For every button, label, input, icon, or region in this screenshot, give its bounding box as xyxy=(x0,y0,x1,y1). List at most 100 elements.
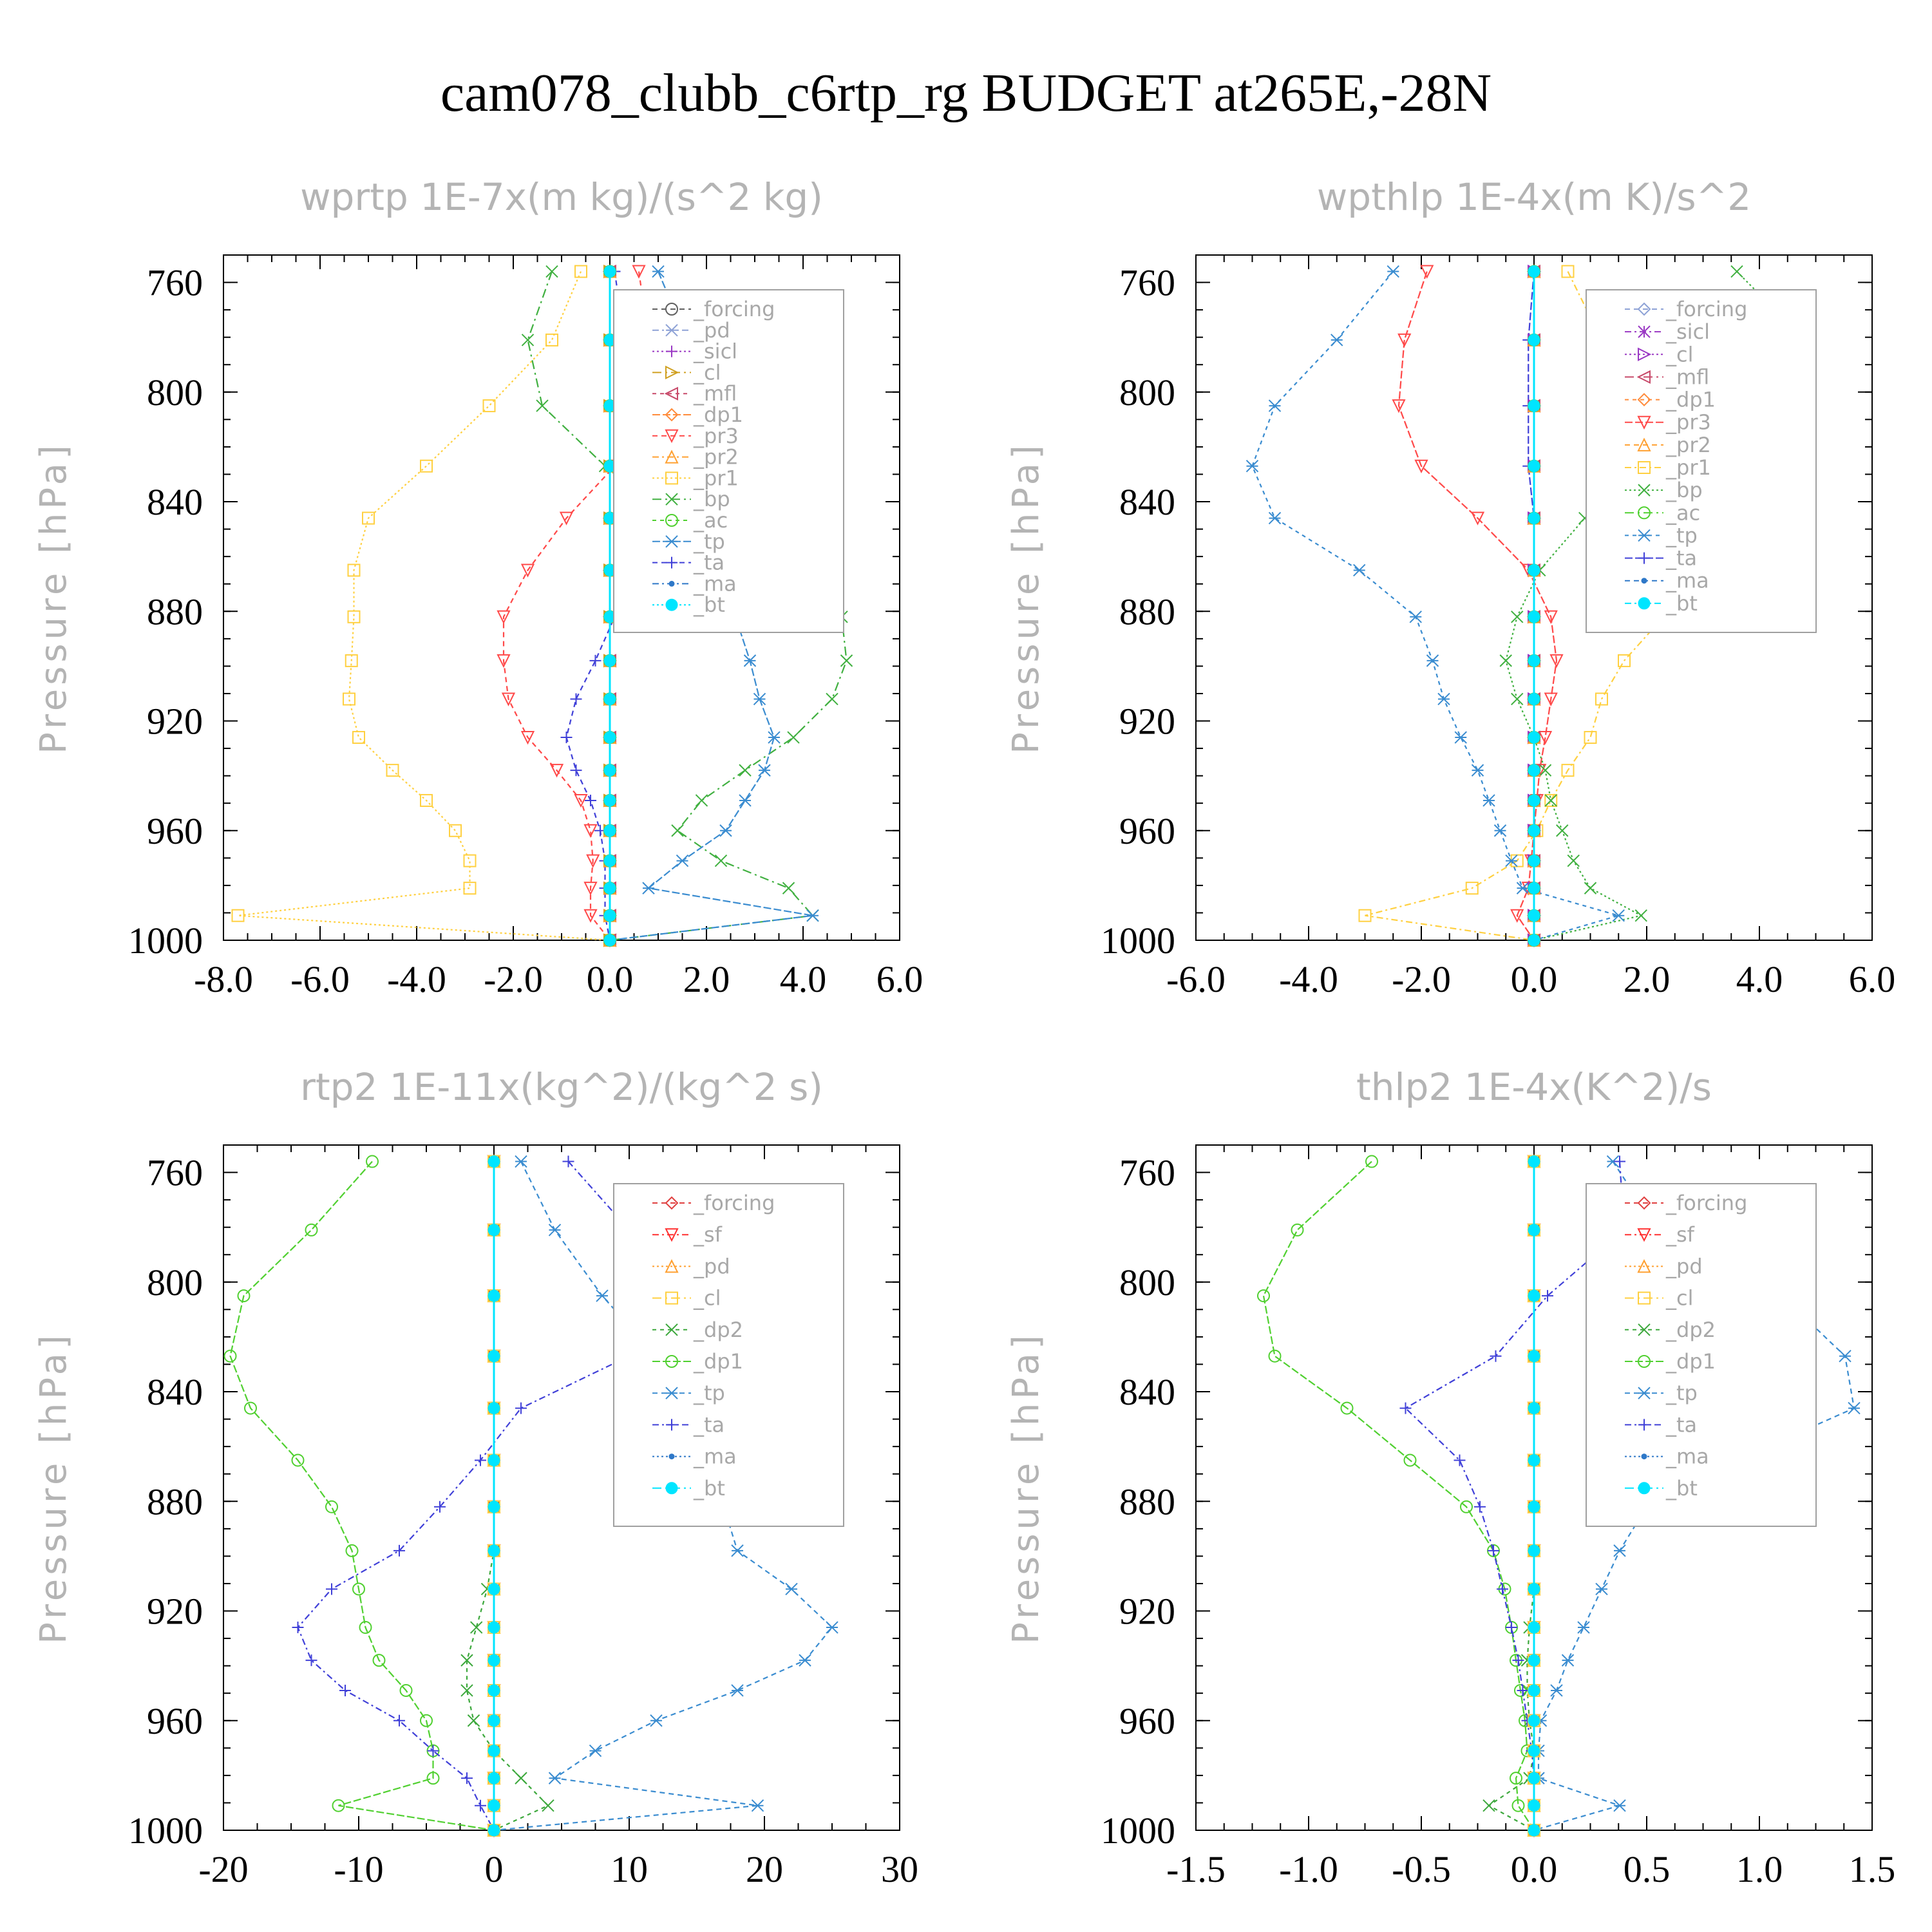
panel-3: rtp2 1E-11x(kg^2)/(kg^2 s) Pressure [hPa]… xyxy=(33,1065,918,1890)
point-bt xyxy=(603,692,616,705)
x-tick-label: 1.0 xyxy=(1736,1848,1783,1890)
point-bt xyxy=(1528,512,1540,525)
x-tick-label: 2.0 xyxy=(1624,958,1671,1000)
point-bt xyxy=(1528,611,1540,623)
x-tick-label: -20 xyxy=(198,1848,248,1890)
point-pr1 xyxy=(1358,909,1372,922)
legend-marker xyxy=(1638,484,1651,497)
point-bt xyxy=(488,1501,500,1513)
point-bp xyxy=(1499,654,1512,667)
legend-box xyxy=(1586,1183,1817,1527)
point-pr1 xyxy=(1618,654,1631,667)
point-pr1 xyxy=(1561,764,1575,777)
legend: _forcing_pd_sicl_cl_mfl_dp1_pr3_pr2_pr1_… xyxy=(613,289,844,633)
point-bt xyxy=(1528,334,1540,346)
legend-label: _tp xyxy=(693,529,725,554)
point-bp xyxy=(1539,764,1552,777)
y-tick-label: 1000 xyxy=(1101,920,1175,961)
point-bt xyxy=(1528,882,1540,895)
point-tp xyxy=(799,1654,811,1667)
legend-marker xyxy=(1638,1419,1650,1431)
series-line-dp2 xyxy=(1487,1161,1535,1831)
y-tick-label: 880 xyxy=(1119,591,1175,632)
point-ta xyxy=(562,1155,574,1168)
point-pr3 xyxy=(574,793,588,808)
point-tp xyxy=(652,265,665,278)
point-dp2 xyxy=(460,1654,473,1667)
panel-title: thlp2 1E-4x(K^2)/s xyxy=(1356,1065,1712,1109)
point-bp xyxy=(1556,824,1569,837)
y-tick-label: 1000 xyxy=(128,1810,203,1852)
point-pr1 xyxy=(1561,265,1575,278)
point-tp xyxy=(743,654,757,667)
point-pr3 xyxy=(1544,692,1558,706)
point-ta xyxy=(570,764,582,777)
legend: _forcing_sicl_cl_mfl_dp1_pr3_pr2_pr1_bp_… xyxy=(1586,289,1817,633)
point-dp1 xyxy=(420,1714,433,1727)
point-tp xyxy=(1613,1799,1626,1812)
legend-marker xyxy=(1637,415,1651,430)
point-bp xyxy=(1511,692,1524,706)
legend-marker xyxy=(665,514,678,527)
legend-label: _sf xyxy=(1665,1222,1695,1247)
series-line-dp1 xyxy=(1262,1160,1535,1831)
y-tick-label: 760 xyxy=(1119,1152,1175,1194)
point-bt xyxy=(488,1289,500,1302)
point-bt xyxy=(1528,1621,1540,1634)
y-tick-label: 800 xyxy=(1119,1262,1175,1303)
legend-label: _ta xyxy=(1665,546,1697,571)
point-dp2 xyxy=(515,1772,527,1785)
legend-label: _ma xyxy=(1665,1444,1709,1469)
legend-label: _bt xyxy=(1665,1476,1698,1501)
x-tick-label: -8.0 xyxy=(194,958,253,1000)
point-pr3 xyxy=(549,764,564,778)
y-tick-label: 840 xyxy=(1119,1371,1175,1413)
point-bt xyxy=(1528,1745,1540,1757)
point-ta xyxy=(1497,1583,1508,1595)
y-tick-label: 1000 xyxy=(128,920,203,961)
point-bt xyxy=(603,855,616,867)
point-pr1 xyxy=(463,854,477,867)
series-line-dp1 xyxy=(229,1160,495,1832)
legend-marker xyxy=(665,1482,678,1495)
y-axis-label: Pressure [hPa] xyxy=(33,441,75,754)
legend-label: _forcing xyxy=(693,1191,775,1215)
point-pr3 xyxy=(559,511,574,526)
legend-label: _pr3 xyxy=(1665,410,1711,435)
point-bt xyxy=(603,882,616,895)
legend-label: _cl xyxy=(1665,342,1693,366)
legend-label: _forcing xyxy=(693,297,775,321)
point-tp xyxy=(548,1224,562,1236)
point-bt xyxy=(1528,1824,1540,1837)
point-tp xyxy=(1550,1684,1563,1697)
y-tick-label: 760 xyxy=(147,262,203,304)
point-bp xyxy=(787,731,800,744)
legend-marker xyxy=(665,1323,678,1336)
point-tp xyxy=(650,1714,663,1727)
point-dp1 xyxy=(352,1582,365,1596)
legend-marker xyxy=(1637,1196,1651,1210)
legend-label: _pr2 xyxy=(1665,433,1711,457)
x-tick-label: -6.0 xyxy=(1166,958,1226,1000)
legend-label: _bt xyxy=(1665,591,1698,616)
legend-label: _dp1 xyxy=(693,402,743,427)
x-tick-label: 1.5 xyxy=(1849,1848,1896,1890)
y-tick-label: 800 xyxy=(1119,372,1175,413)
point-pr1 xyxy=(345,654,358,667)
point-ta xyxy=(515,1402,527,1414)
legend-marker xyxy=(665,1387,678,1399)
point-bt xyxy=(1528,934,1540,947)
point-dp1 xyxy=(291,1454,305,1467)
point-pr1 xyxy=(463,882,477,895)
point-dp2 xyxy=(469,1621,483,1634)
point-pr3 xyxy=(632,265,646,279)
point-pr1 xyxy=(482,399,496,413)
point-tp xyxy=(1839,1350,1852,1363)
legend-label: _dp2 xyxy=(1665,1318,1716,1342)
point-pr3 xyxy=(1397,333,1412,348)
point-pr1 xyxy=(545,333,558,346)
legend-label: _pr1 xyxy=(1665,455,1711,480)
point-pr1 xyxy=(1544,793,1558,807)
point-tp xyxy=(1516,882,1530,895)
point-tp xyxy=(1612,909,1625,922)
